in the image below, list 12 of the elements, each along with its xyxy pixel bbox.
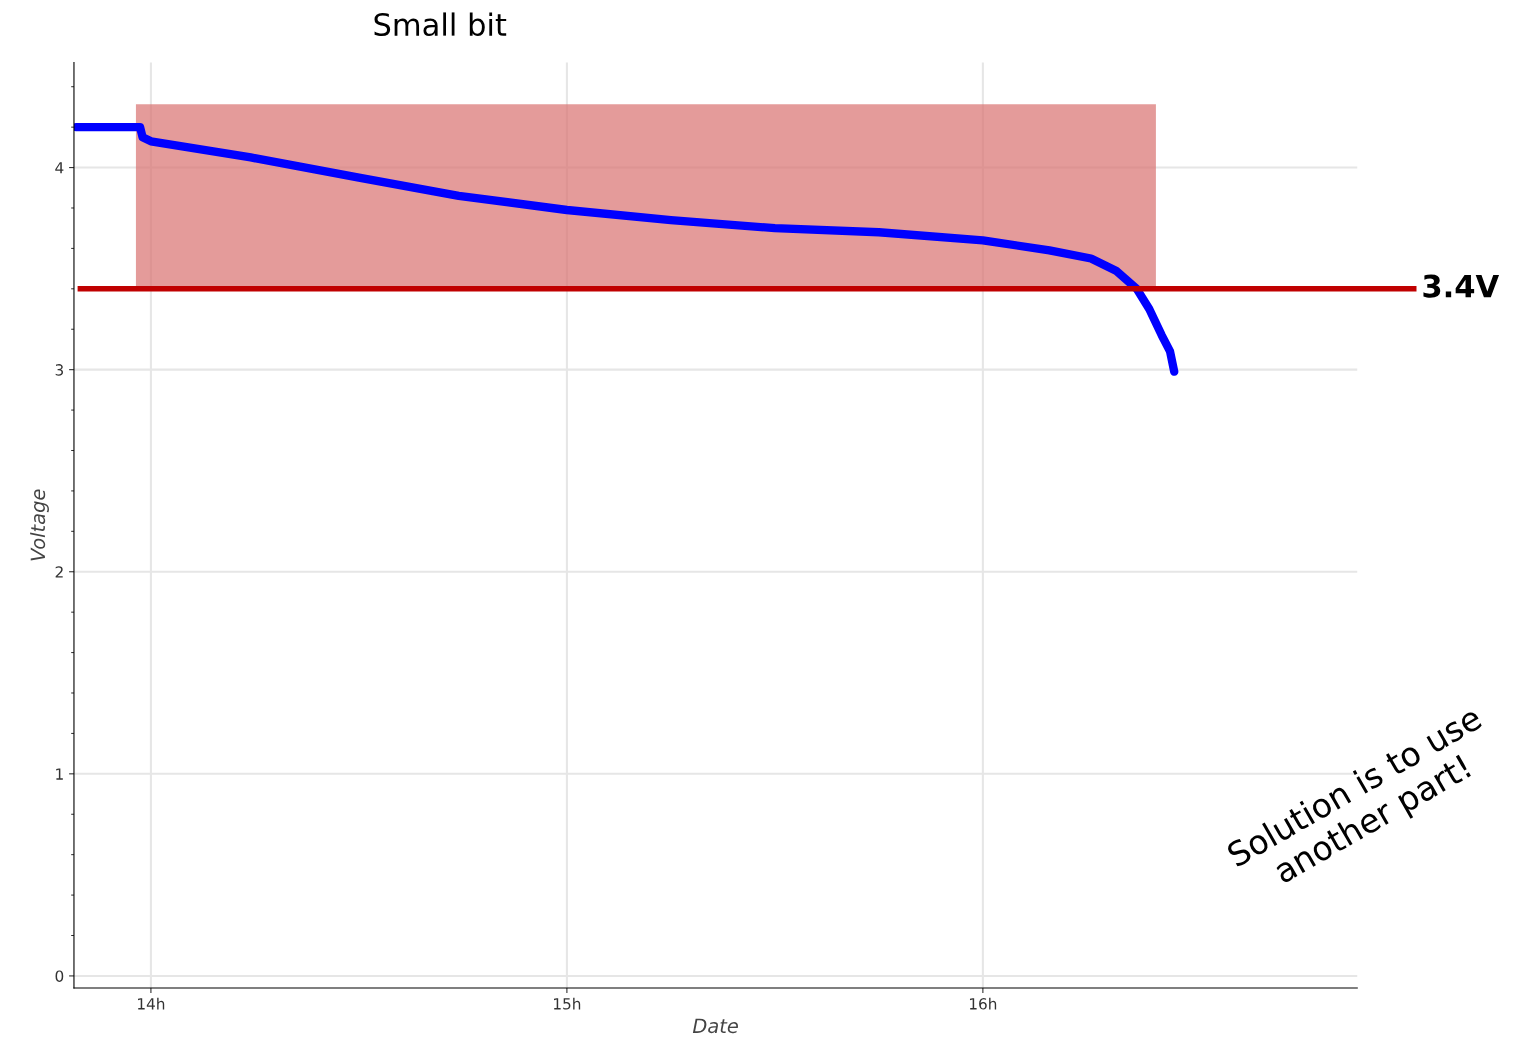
ref-line-label: 3.4V [1423,274,1500,298]
y-tick-label: 4 [55,162,64,174]
y-tick-label: 3 [55,364,64,376]
y-tick-label: 0 [55,970,64,982]
y-tick-label: 1 [56,768,63,780]
x-axis-title: Date [692,1018,738,1034]
x-tick-label: 16h [969,997,997,1010]
chart-title: Small bit [374,12,507,37]
y-tick-label: 2 [55,566,63,578]
x-tick-label: 15h [554,997,581,1010]
x-tick-label: 14h [138,997,165,1010]
y-axis-title: Voltage [30,489,49,561]
